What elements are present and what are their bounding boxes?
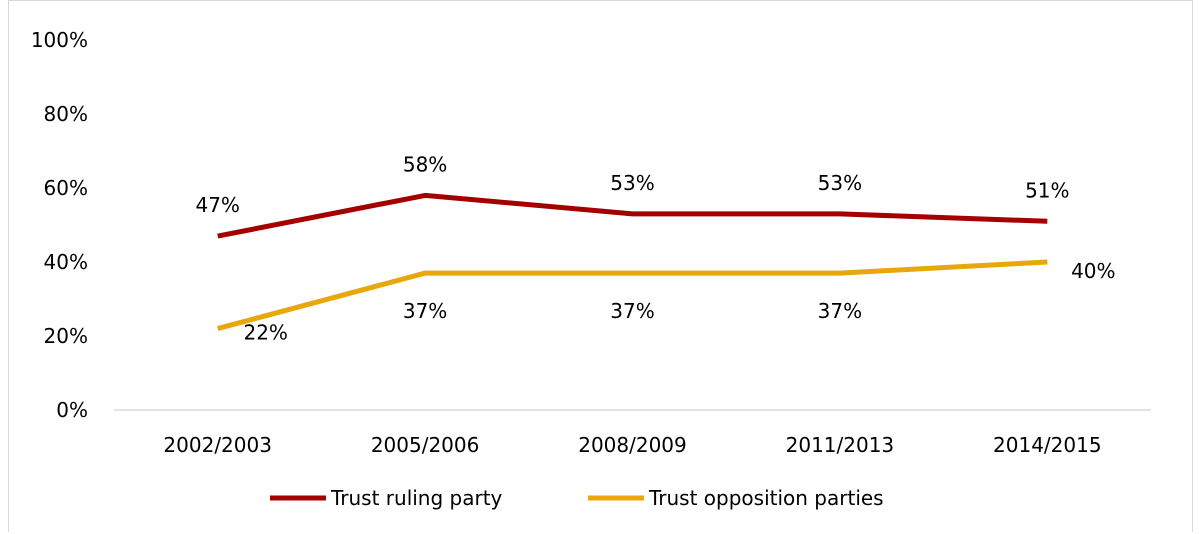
data-label: 37% [403,299,447,323]
series-line-ruling [217,192,1048,239]
data-label: 22% [243,321,287,345]
x-tick-label: 2002/2003 [163,433,272,457]
legend-label: Trust ruling party [330,486,503,510]
data-label: 53% [818,171,862,195]
data-label: 40% [1071,259,1115,283]
series-line-opposition [217,259,1048,332]
data-label: 37% [818,299,862,323]
y-tick-label: 80% [44,102,88,126]
y-tick-label: 20% [44,324,88,348]
y-tick-label: 0% [56,398,88,422]
data-label: 58% [403,152,447,176]
x-axis-ticks: 2002/2003 2005/2006 2008/2009 2011/2013 2014… [163,433,1101,457]
y-tick-label: 40% [44,250,88,274]
y-tick-label: 100% [31,28,88,52]
x-tick-label: 2008/2009 [578,433,687,457]
legend-label: Trust opposition parties [648,486,884,510]
y-tick-label: 60% [44,176,88,200]
legend: Trust ruling party Trust opposition parti… [270,486,884,510]
y-axis-ticks: 0% 20% 40% 60% 80% 100% [31,28,88,422]
data-label: 51% [1025,178,1069,202]
x-tick-label: 2005/2006 [371,433,480,457]
data-label: 53% [610,171,654,195]
chart-frame [8,0,1193,532]
data-labels: 47% 58% 53% 53% 51% 22% 37% 37% 37% 40% [195,152,1115,344]
x-tick-label: 2011/2013 [786,433,895,457]
data-label: 47% [195,193,239,217]
series-lines [217,192,1048,332]
x-tick-label: 2014/2015 [993,433,1102,457]
data-label: 37% [610,299,654,323]
